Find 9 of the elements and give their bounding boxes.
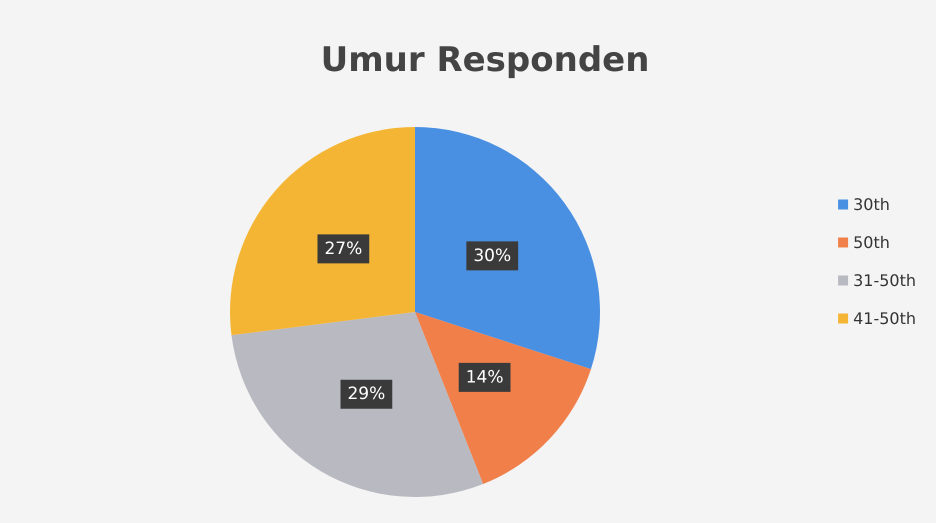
data-label: 29% bbox=[347, 384, 386, 404]
data-label: 30% bbox=[473, 246, 512, 266]
data-label: 14% bbox=[466, 367, 504, 388]
legend-label: 50th bbox=[853, 233, 890, 252]
legend-label: 41-50th bbox=[853, 309, 916, 328]
legend-label: 31-50th bbox=[853, 271, 916, 290]
data-label: 27% bbox=[324, 238, 362, 259]
chart-title: Umur Responden bbox=[320, 40, 650, 80]
legend-label: 30th bbox=[853, 195, 890, 214]
